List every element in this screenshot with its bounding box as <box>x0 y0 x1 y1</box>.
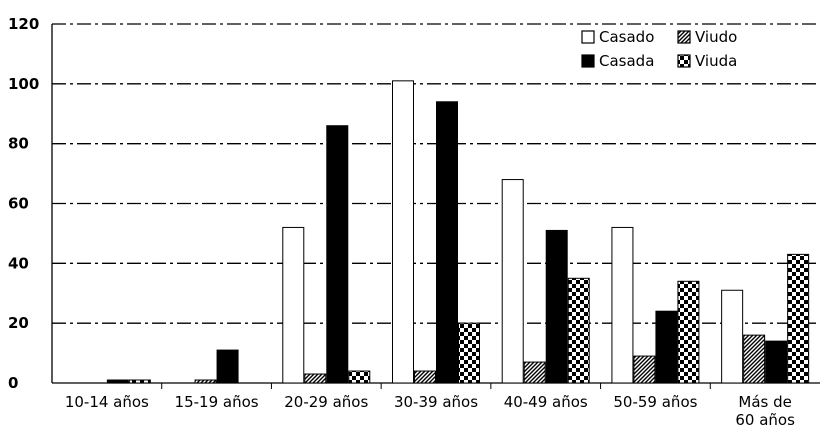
x-tick-label: 30-39 años <box>394 393 478 411</box>
y-tick-label: 60 <box>8 195 29 213</box>
legend-label-casado: Casado <box>599 28 654 46</box>
bar-casado <box>282 226 305 384</box>
legend: Casado Viudo Casada Viuda <box>581 28 737 70</box>
bar-viuda <box>677 280 700 384</box>
bars <box>106 80 810 384</box>
bar-viuda <box>787 253 810 384</box>
x-tick-label: 40-49 años <box>504 393 588 411</box>
bar-viuda <box>128 379 151 384</box>
bar-casada <box>216 349 239 384</box>
bar-casada <box>436 101 458 384</box>
bar-casado <box>501 179 524 384</box>
x-tick-labels: 10-14 años 15-19 años 20-29 años 30-39 años… <box>65 393 795 429</box>
bar-viuda <box>348 370 371 384</box>
bar-viudo <box>304 373 327 384</box>
bar-viuda <box>567 277 590 384</box>
bar-casada <box>765 340 788 384</box>
x-tick-label: 10-14 años <box>65 393 149 411</box>
bar-viuda <box>458 322 480 384</box>
bar-casada <box>326 125 349 384</box>
bar-casado <box>721 289 744 384</box>
bar-viudo <box>194 379 217 384</box>
bar-viudo <box>414 370 436 384</box>
legend-label-viudo: Viudo <box>695 28 737 46</box>
x-tick-label: Más de <box>738 393 791 411</box>
bar-viudo <box>633 355 656 384</box>
x-tick-label: 50-59 años <box>613 393 697 411</box>
bar-casado <box>392 80 414 384</box>
y-tick-labels: 0 20 40 60 80 100 120 <box>8 15 39 392</box>
bar-viudo <box>743 334 766 384</box>
bar-viudo <box>523 361 546 384</box>
x-tick-label: 60 años <box>735 411 795 429</box>
bar-casada <box>106 379 129 384</box>
y-tick-label: 20 <box>8 314 29 332</box>
x-tick-label: 20-29 años <box>284 393 368 411</box>
bar-casada <box>655 310 678 384</box>
y-tick-label: 80 <box>8 135 29 153</box>
legend-swatch-casada <box>581 54 595 68</box>
y-tick-label: 40 <box>8 254 29 272</box>
y-tick-label: 120 <box>8 15 39 33</box>
legend-label-viuda: Viuda <box>695 52 737 70</box>
y-tick-label: 100 <box>8 75 39 93</box>
bar-casada <box>545 229 568 384</box>
y-tick-label: 0 <box>8 374 18 392</box>
legend-label-casada: Casada <box>599 52 654 70</box>
legend-swatch-casado <box>581 30 595 44</box>
bar-casado <box>611 226 634 384</box>
legend-swatch-viudo <box>677 30 691 44</box>
x-tick-label: 15-19 años <box>175 393 259 411</box>
legend-swatch-viuda <box>677 54 691 68</box>
